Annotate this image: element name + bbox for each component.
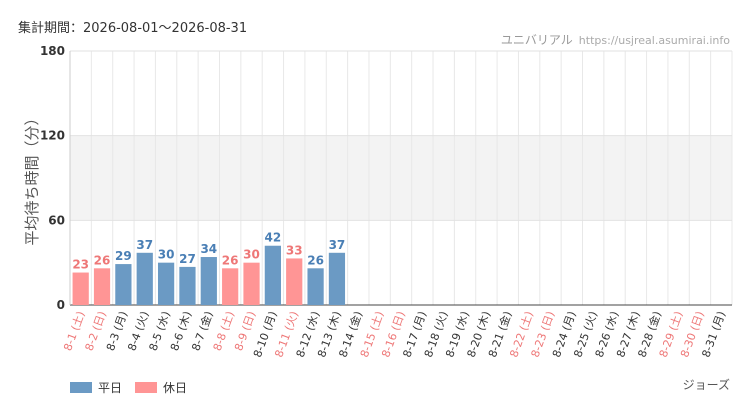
legend-weekday-label: 平日	[98, 381, 123, 395]
site-name: ユニバリアル	[500, 33, 573, 47]
bar-value-label: 33	[286, 243, 303, 257]
site-credit: ユニバリアル https://usjreal.asumirai.info	[501, 31, 730, 48]
bar	[222, 268, 239, 305]
bar	[179, 266, 196, 305]
legend-holiday: 休日	[135, 379, 187, 396]
bar	[264, 245, 281, 305]
y-axis-title: 平均待ち時間（分）	[23, 110, 41, 245]
y-tick-label: 0	[57, 298, 65, 312]
bar	[307, 268, 324, 305]
grid-band	[70, 135, 732, 221]
bar	[243, 262, 260, 305]
bar-value-label: 37	[329, 238, 346, 252]
bar-value-label: 29	[115, 249, 132, 263]
bar	[72, 272, 89, 305]
bar	[157, 262, 175, 305]
legend-weekday-swatch	[70, 382, 92, 393]
bar	[136, 252, 153, 305]
bar-value-label: 27	[179, 252, 196, 266]
y-tick-label: 120	[40, 129, 65, 143]
bar	[200, 257, 217, 305]
bar-value-label: 37	[136, 238, 153, 252]
bar-value-label: 34	[200, 242, 217, 256]
y-tick-label: 180	[40, 44, 65, 58]
legend-weekday: 平日	[70, 379, 122, 396]
period-label: 集計期間：2026-08-01～2026-08-31	[18, 21, 248, 36]
y-tick-label: 60	[48, 213, 65, 227]
bar	[115, 264, 132, 305]
site-url: https://usjreal.asumirai.info	[578, 34, 730, 47]
bar	[286, 258, 303, 305]
bar-value-label: 26	[222, 253, 239, 267]
bar-value-label: 26	[307, 253, 324, 267]
bar	[328, 252, 346, 305]
bar-value-label: 42	[265, 231, 282, 245]
legend-holiday-label: 休日	[163, 381, 188, 395]
bar	[93, 268, 111, 305]
bar-value-label: 26	[94, 253, 111, 267]
legend-holiday-swatch	[135, 382, 157, 393]
bar-value-label: 30	[158, 248, 175, 262]
attraction-name: ジョーズ	[682, 378, 730, 392]
bar-value-label: 23	[72, 258, 89, 272]
bar-value-label: 30	[243, 248, 260, 262]
